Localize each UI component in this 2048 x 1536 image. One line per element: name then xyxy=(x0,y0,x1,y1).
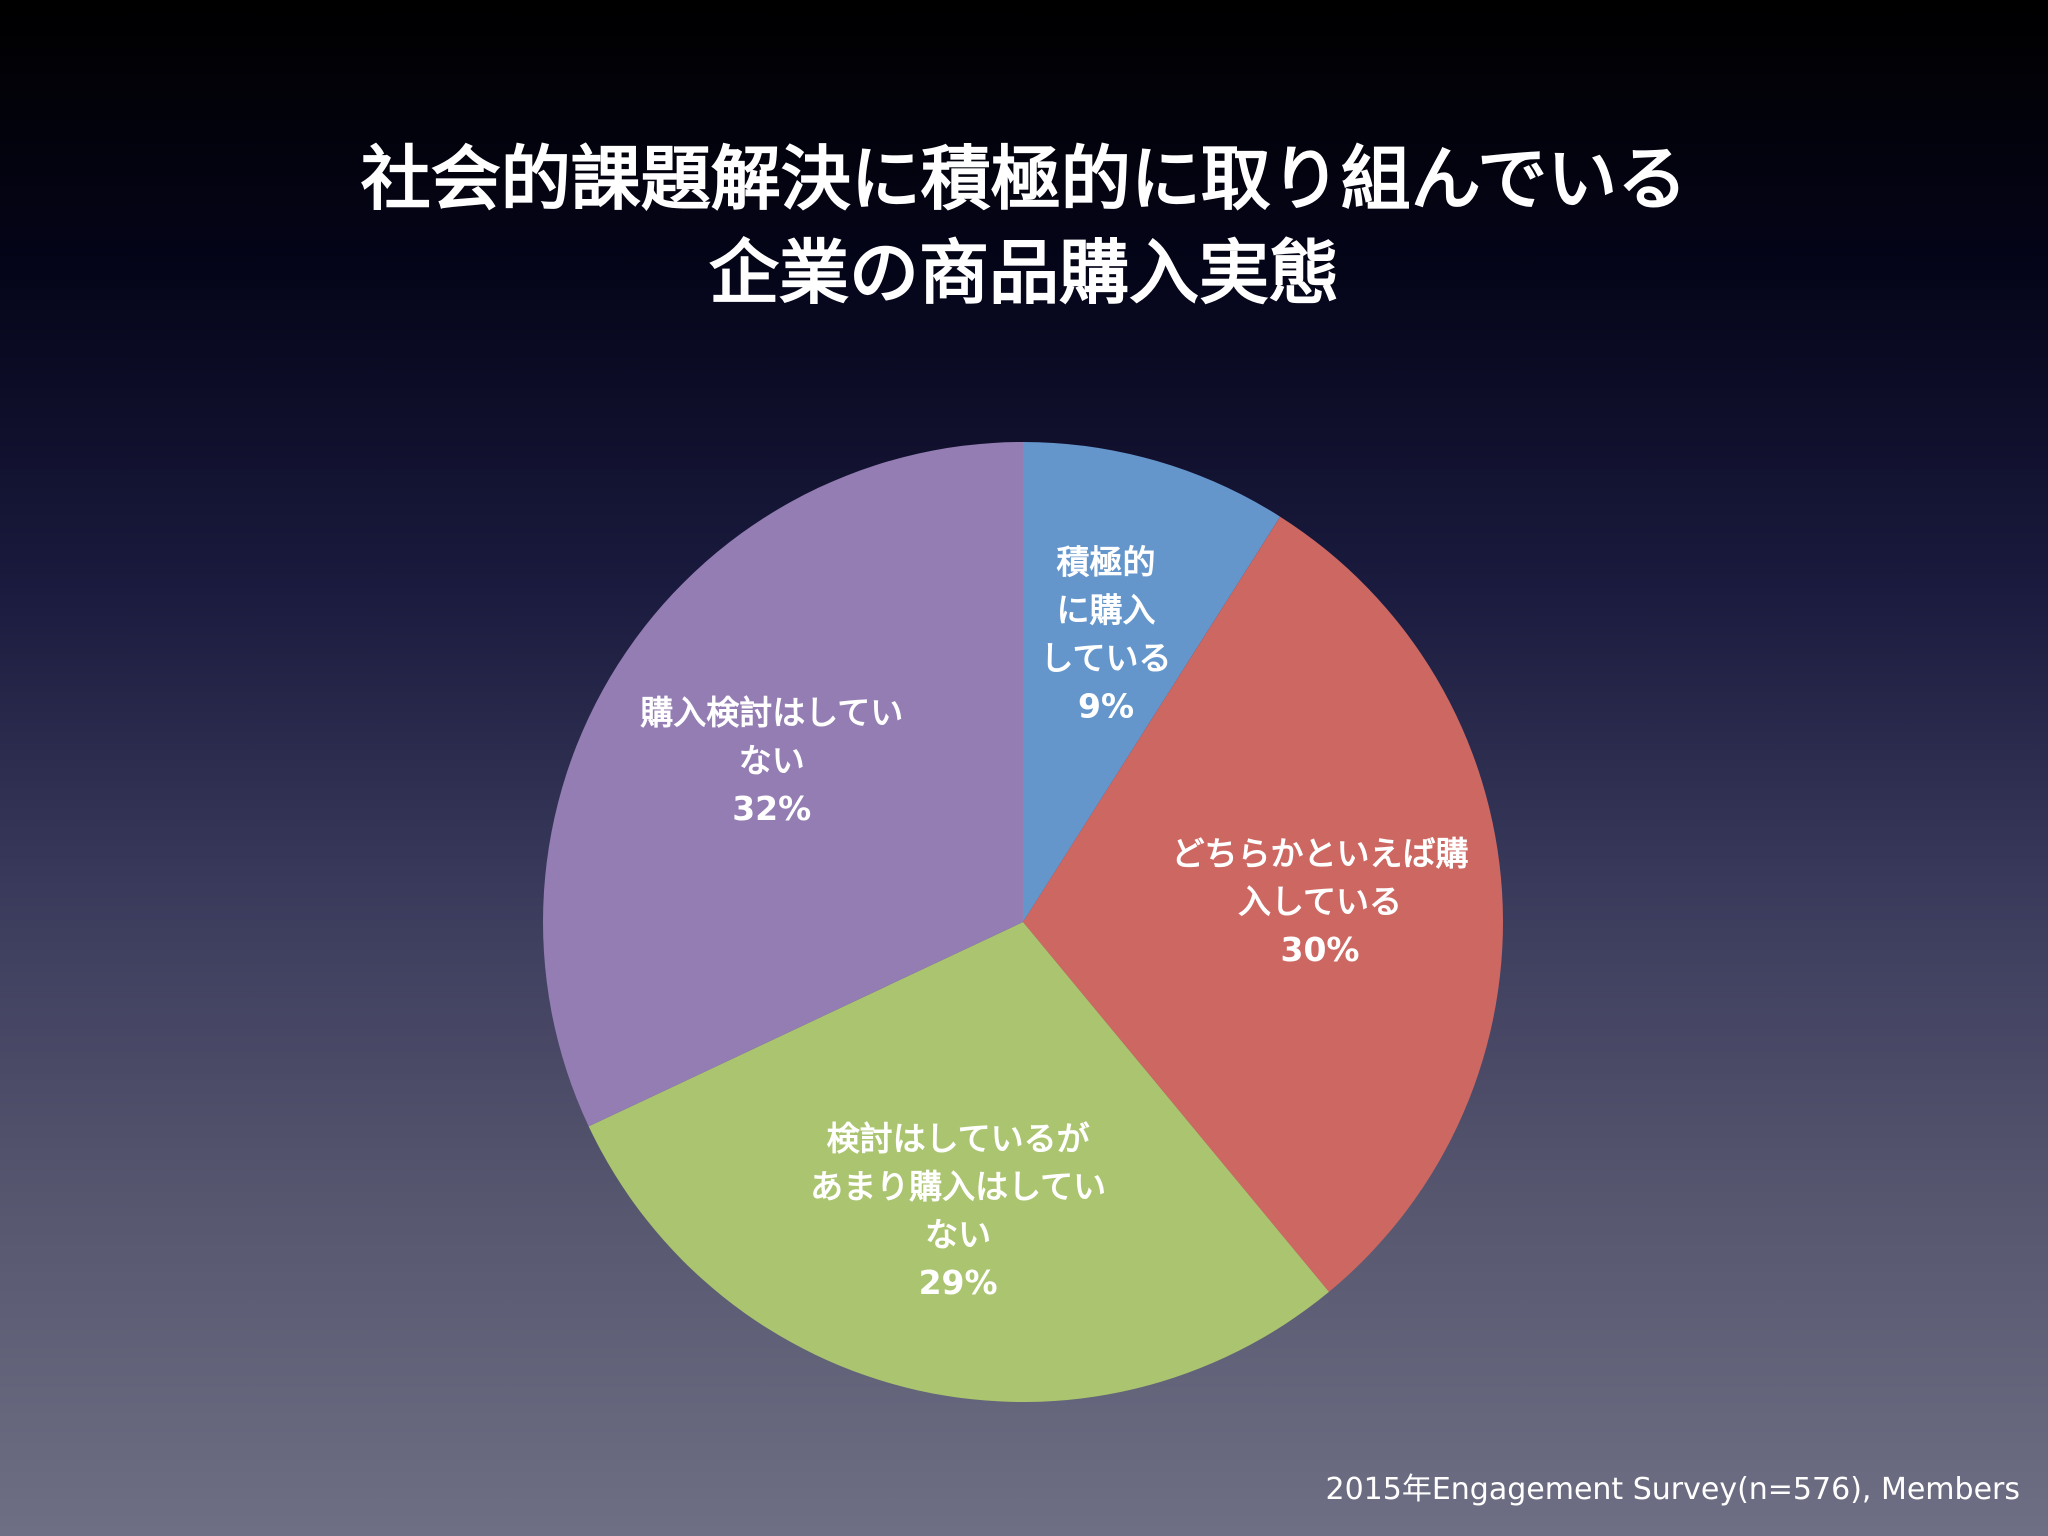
slice-value-label: 30% xyxy=(1281,930,1360,969)
slice-category-label: あまり購入はしてい xyxy=(810,1167,1106,1206)
chart-title-line-2: 企業の商品購入実態 xyxy=(709,232,1339,314)
slice-value-label: 32% xyxy=(732,789,811,828)
slice-value-label: 29% xyxy=(919,1263,998,1302)
pie-slice-3 xyxy=(588,922,1329,1403)
slice-category-label: 購入検討はしてい xyxy=(640,693,903,732)
slice-category-label: 検討はしているが xyxy=(827,1119,1090,1158)
chart-title: 社会的課題解決に積極的に取り組んでいる 企業の商品購入実態 xyxy=(0,132,2048,320)
slice-category-label: している xyxy=(1040,639,1171,678)
chart-title-line-1: 社会的課題解決に積極的に取り組んでいる xyxy=(360,138,1688,220)
pie-slice-2 xyxy=(1023,516,1504,1292)
slice-category-label: 積極的 xyxy=(1057,543,1156,582)
slice-category-label: ない xyxy=(925,1215,991,1254)
slice-category-label: 入している xyxy=(1238,882,1402,921)
slice-category-label: ない xyxy=(739,741,805,780)
pie-slice-1 xyxy=(1023,442,1281,922)
pie-slices xyxy=(542,442,1504,1403)
slice-category-label: どちらかといえば購 xyxy=(1172,834,1469,873)
slice-category-label: に購入 xyxy=(1057,591,1156,630)
slice-value-label: 9% xyxy=(1078,687,1134,726)
pie-slice-4 xyxy=(542,442,1023,1127)
source-note: 2015年Engagement Survey(n=576), Members xyxy=(1325,1472,2020,1507)
